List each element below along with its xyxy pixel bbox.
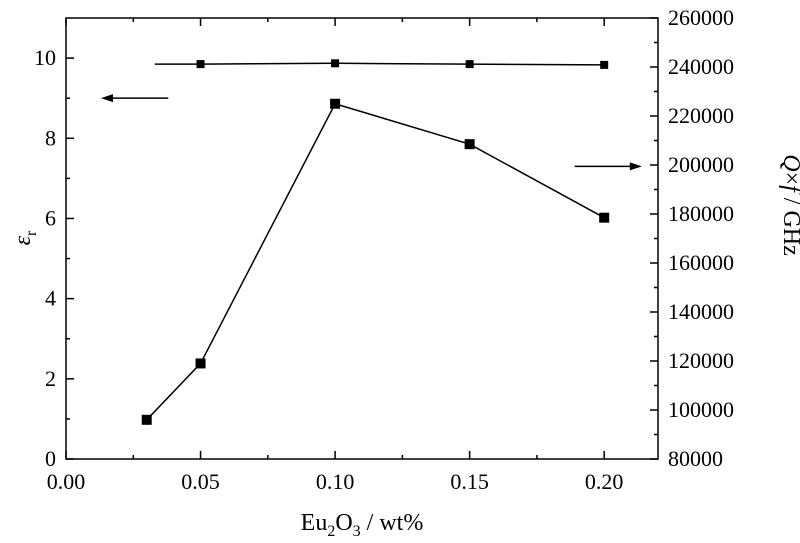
x-tick-label: 0.20 (585, 469, 624, 494)
series-left-point (465, 60, 474, 69)
left-tick-label: 6 (45, 205, 56, 230)
left-tick-label: 2 (45, 366, 56, 391)
plot-frame (65, 17, 659, 460)
series-left-line (154, 62, 605, 66)
right-tick-label: 120000 (668, 348, 734, 373)
series-left-point (331, 59, 340, 68)
arrows-layer (100, 94, 642, 171)
series-left-point (196, 60, 205, 69)
left-tick-label: 8 (45, 125, 56, 150)
right-tick-label: 240000 (668, 54, 734, 79)
left-axis-title: εr (10, 230, 40, 245)
right-tick-label: 260000 (668, 5, 734, 30)
left-tick-label: 4 (45, 286, 56, 311)
right-tick-label: 160000 (668, 250, 734, 275)
ticks-layer: 0.00 0.05 0.10 0.15 0.20 0 2 4 6 8 10 80000 100000 12… (34, 5, 734, 494)
x-axis-title: Eu2O3 / wt% (301, 510, 424, 540)
x-tick-label: 0.05 (181, 469, 220, 494)
series-right-point (330, 98, 341, 109)
series-right-point (599, 212, 610, 223)
series-right-point (141, 414, 152, 425)
series-right-point (464, 139, 475, 150)
left-axis-arrowhead (100, 94, 113, 103)
x-tick-label: 0.10 (316, 469, 355, 494)
x-tick-label: 0.15 (450, 469, 489, 494)
left-tick-label: 0 (45, 446, 56, 471)
right-tick-label: 140000 (668, 299, 734, 324)
series-right-point (195, 358, 206, 369)
series-left-point (600, 60, 609, 69)
right-tick-label: 80000 (668, 446, 723, 471)
right-tick-label: 220000 (668, 103, 734, 128)
series-right-line (146, 102, 605, 421)
right-axis-title: Q×f / GHz (778, 154, 800, 256)
right-tick-label: 200000 (668, 152, 734, 177)
series-layer (141, 59, 610, 425)
right-tick-label: 100000 (668, 397, 734, 422)
left-tick-label: 10 (34, 45, 56, 70)
right-axis-arrowhead (629, 162, 642, 171)
x-tick-label: 0.00 (47, 469, 86, 494)
right-tick-label: 180000 (668, 201, 734, 226)
